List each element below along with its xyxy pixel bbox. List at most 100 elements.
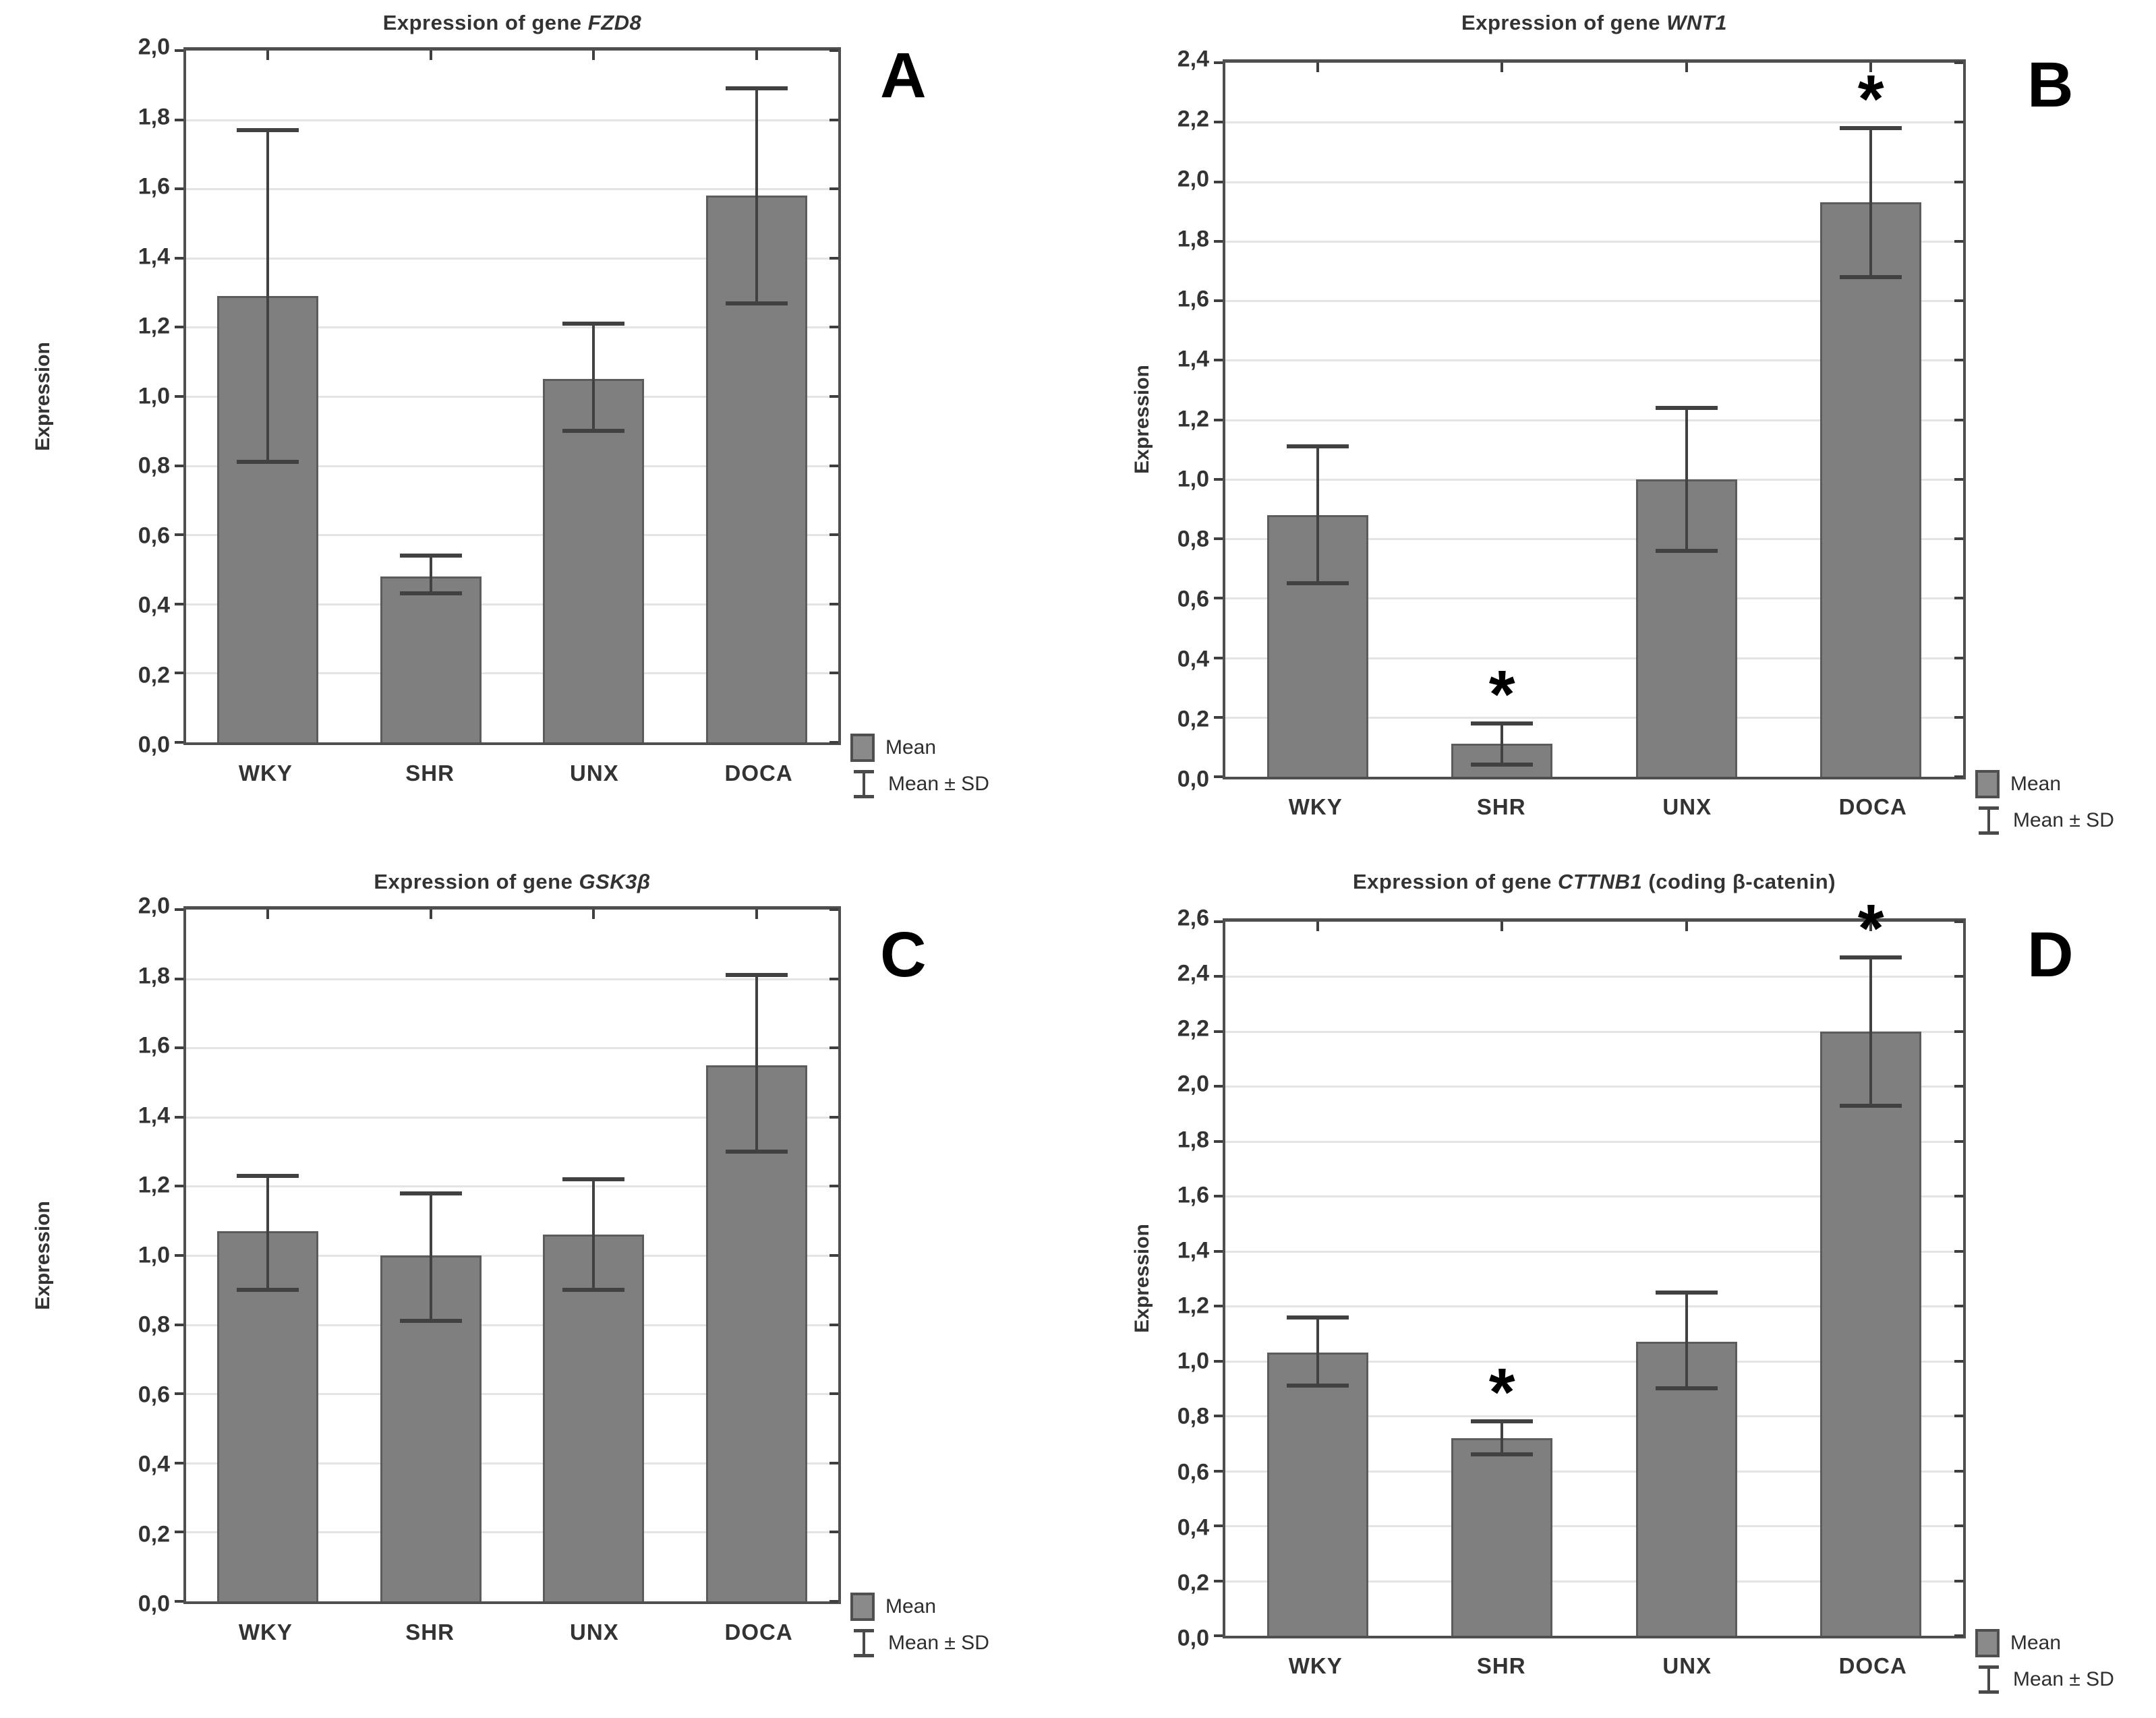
gridline [1225, 976, 1963, 978]
gridline [1225, 1580, 1963, 1582]
y-axis-tick-right [1954, 1305, 1963, 1308]
panel-letter: B [2027, 49, 2074, 121]
x-tick-label-unx: UNX [570, 1620, 619, 1645]
gridline [1225, 1305, 1963, 1308]
y-axis-tick [1214, 121, 1223, 124]
error-bar-cap-high-shr [1471, 721, 1534, 725]
gridline [1225, 1250, 1963, 1253]
y-axis-tick [1214, 1415, 1223, 1418]
y-tick-label: 2,0 [1177, 166, 1209, 192]
y-tick-label: 0,8 [138, 452, 170, 479]
y-axis-tick [1214, 1085, 1223, 1088]
chart-title-gene: CTTNB1 [1558, 870, 1643, 893]
y-axis-tick [1214, 975, 1223, 978]
bar-doca [1820, 202, 1922, 777]
y-tick-label: 0,8 [138, 1311, 170, 1338]
y-axis-tick-right [829, 1185, 838, 1188]
y-axis-tick-right [829, 1600, 838, 1603]
error-bar-stem-unx [1685, 1292, 1688, 1389]
gridline [1225, 240, 1963, 243]
gridline [1225, 1140, 1963, 1143]
y-axis-tick [1214, 418, 1223, 421]
y-axis-tick-right [1954, 597, 1963, 600]
x-tick-label-shr: SHR [1476, 794, 1526, 819]
y-axis-tick-labels: 0,0 0,2 0,4 0,6 0,8 1,0 1,2 1,4 1,6 1,8 2,0 2,2 2,4 2… [1078, 906, 1209, 1651]
y-axis-tick-right [1954, 299, 1963, 303]
x-axis-tick-top [755, 910, 759, 919]
y-tick-label: 0,4 [1177, 646, 1209, 672]
error-bar-cap-high-wky [236, 128, 299, 132]
y-axis-tick-right [1954, 1249, 1963, 1253]
legend-mean-label: Mean [2010, 773, 2062, 795]
x-axis-tick-labels: WKY SHR UNX DOCA [183, 1620, 841, 1660]
y-axis-tick-right [1954, 61, 1963, 64]
x-axis-tick-top [1869, 63, 1873, 72]
x-axis-tick-top [1869, 922, 1873, 931]
error-bar-cap-low-unx [562, 429, 625, 434]
legend: Mean Mean ± SD [1975, 1625, 2114, 1698]
x-axis-tick-top [429, 910, 432, 919]
y-axis-tick [1214, 359, 1223, 362]
bar-shr [380, 576, 482, 742]
error-bar-stem-wky [1316, 446, 1319, 584]
chart-title-prefix: Expression of gene [374, 870, 579, 893]
gridline [186, 465, 838, 467]
y-axis-tick [1214, 477, 1223, 481]
y-axis-tick [1214, 299, 1223, 303]
y-tick-label: 2,0 [138, 34, 170, 60]
legend-mean-swatch-icon [850, 734, 875, 762]
y-axis-tick-right [829, 741, 838, 744]
gridline [186, 1462, 838, 1464]
error-bar-cap-low-wky [236, 1288, 299, 1293]
legend-mean-label: Mean [885, 736, 937, 759]
x-axis-tick-top [1316, 63, 1319, 72]
y-axis-tick [1214, 537, 1223, 541]
legend-mean-label: Mean [2010, 1632, 2062, 1654]
legend-error-bar-icon [850, 1627, 877, 1659]
error-bar-cap-low-doca [726, 1150, 788, 1154]
error-bar-cap-low-shr [1471, 1452, 1534, 1457]
error-bar-stem-shr [1501, 723, 1504, 765]
y-axis-tick [175, 908, 183, 911]
error-bar-cap-low-doca [1840, 1103, 1902, 1108]
gridline [1225, 1030, 1963, 1033]
y-axis-tick-right [1954, 477, 1963, 481]
significance-asterisk-doca: * [1857, 890, 1884, 966]
x-axis-tick-top [1501, 922, 1504, 931]
y-axis-tick [1214, 61, 1223, 64]
bar-unx [543, 1235, 645, 1601]
y-tick-label: 0,4 [138, 1451, 170, 1477]
legend-sd-row: Mean ± SD [850, 1625, 989, 1661]
y-tick-label: 0,6 [1177, 1459, 1209, 1485]
y-tick-label: 1,4 [1177, 1237, 1209, 1264]
gridline [1225, 181, 1963, 183]
y-axis-tick [175, 977, 183, 980]
y-axis-tick-right [1954, 418, 1963, 421]
y-tick-label: 1,6 [138, 1032, 170, 1059]
error-bar-cap-high-wky [1286, 1315, 1349, 1320]
gridline [1225, 1525, 1963, 1528]
x-tick-label-wky: WKY [238, 761, 293, 786]
y-tick-label: 0,4 [1177, 1514, 1209, 1541]
y-axis-tick-right [1954, 1030, 1963, 1033]
legend: Mean Mean ± SD [1975, 766, 2114, 839]
gridline [186, 672, 838, 675]
legend-mean-row: Mean [1975, 1625, 2114, 1661]
significance-asterisk-shr: * [1488, 656, 1515, 732]
y-axis-tick-right [1954, 1524, 1963, 1528]
error-bar-stem-shr [429, 556, 432, 594]
y-axis-tick-right [829, 49, 838, 52]
error-bar-cap-high-unx [1655, 405, 1718, 410]
panel-letter: A [880, 40, 927, 111]
y-axis-tick [1214, 1195, 1223, 1198]
y-tick-label: 2,4 [1177, 960, 1209, 986]
error-bar-cap-low-wky [1286, 1384, 1349, 1388]
chart-title: Expression of gene FZD8 [183, 11, 841, 35]
y-tick-label: 0,2 [138, 662, 170, 688]
y-axis-tick [175, 187, 183, 191]
y-axis-tick [175, 672, 183, 675]
y-axis-tick [1214, 656, 1223, 659]
x-tick-label-wky: WKY [238, 1620, 293, 1645]
y-tick-label: 0,8 [1177, 1403, 1209, 1429]
bar-doca [1820, 1031, 1922, 1636]
